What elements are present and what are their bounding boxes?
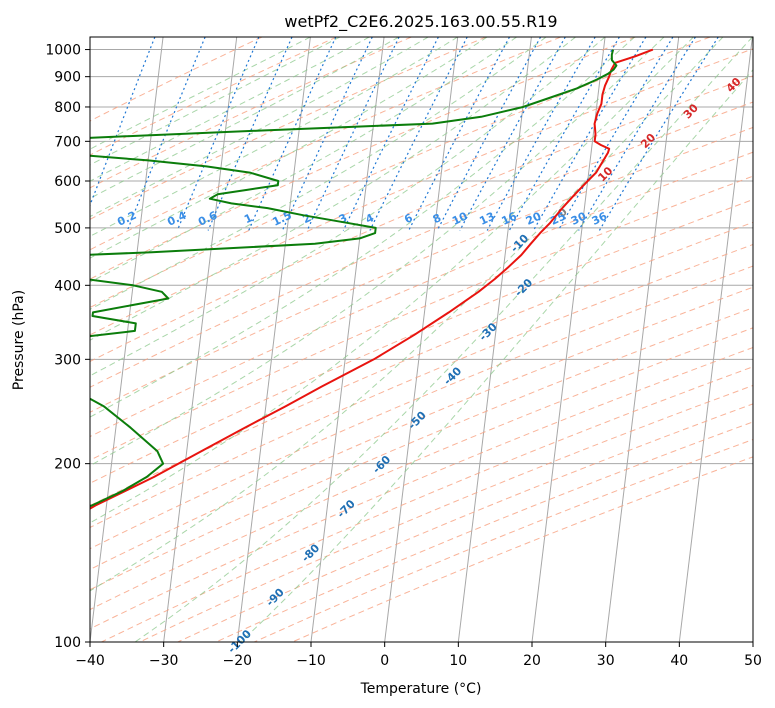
profiles [90, 48, 654, 510]
dry-adiabat-line [90, 37, 561, 251]
x-tick-label: −10 [296, 653, 326, 669]
mixing-ratio-line [342, 37, 439, 231]
y-tick-label: 600 [54, 174, 81, 190]
dry-adiabat-line [90, 346, 753, 630]
y-tick-label: 400 [54, 278, 81, 294]
y-tick-label: 100 [54, 635, 81, 651]
moist-adiabat-line [90, 37, 429, 218]
mixing-ratio-label: 10 [450, 209, 470, 227]
mixing-ratio-line [486, 37, 596, 231]
dry-adiabat-line [139, 384, 753, 642]
isotherm-line [384, 37, 459, 642]
y-tick-label: 500 [54, 221, 81, 237]
mixing-ratio-label: 36 [590, 209, 610, 227]
mixing-ratio-label: 25 [548, 210, 567, 228]
x-tick-label: 20 [523, 653, 541, 669]
temperature-profile-line [90, 48, 654, 510]
chart-title: wetPf2_C2E6.2025.163.00.55.R19 [284, 12, 557, 32]
x-tick-label: 50 [744, 653, 762, 669]
isotherm-line [605, 37, 680, 642]
dry-adiabat-line [90, 286, 753, 571]
x-tick-label: −20 [223, 653, 253, 669]
mixing-ratio-line [369, 37, 468, 231]
dry-adiabat-line [90, 37, 487, 220]
moist-adiabat-line [90, 37, 665, 467]
moist-adiabat-line [90, 37, 488, 259]
moist-adiabat-line [90, 37, 694, 524]
moist-adiabat-line [240, 69, 753, 642]
dewpoint-profile-line [90, 49, 618, 508]
dry-adiabat-line [90, 175, 753, 461]
x-tick-label: 10 [449, 653, 467, 669]
mixing-ratio-label: 16 [500, 209, 520, 227]
dry-adiabat-line [90, 75, 753, 363]
isotherm-line [90, 37, 164, 642]
mixing-ratio-line [408, 37, 511, 231]
x-tick-label: 0 [380, 653, 389, 669]
y-tick-label: 700 [54, 134, 81, 150]
mixing-ratio-line [176, 37, 260, 231]
mixing-ratio-line [532, 37, 647, 231]
mixing-ratio-line [459, 37, 566, 231]
mixing-ratio-label: 20 [524, 209, 544, 227]
y-tick-label: 900 [54, 70, 81, 86]
background-lines [90, 37, 753, 642]
moist-adiabat-line [134, 37, 753, 642]
dry-adiabat-line [90, 37, 636, 280]
isotherm-line [678, 37, 753, 642]
x-tick-label: −30 [149, 653, 179, 669]
x-axis-title: Temperature (°C) [360, 681, 482, 697]
mixing-ratio-label: 13 [477, 210, 496, 228]
isotherm-line [236, 37, 311, 642]
y-tick-label: 800 [54, 100, 81, 116]
mixing-ratio-line [281, 37, 373, 231]
moist-adiabat-line [90, 37, 724, 592]
mixing-ratio-line [598, 37, 719, 231]
moist-adiabat-line [90, 37, 547, 310]
dry-adiabat-line [90, 221, 753, 507]
mixing-ratio-line [126, 37, 206, 231]
dry-adiabat-line [90, 37, 337, 156]
y-tick-label: 300 [54, 352, 81, 368]
isotherm-line [163, 37, 238, 642]
mixing-ratio-label: 30 [569, 209, 589, 227]
x-tick-label: 40 [670, 653, 688, 669]
x-tick-label: 30 [597, 653, 615, 669]
mixing-ratio-line [207, 37, 293, 231]
moist-adiabat-line [90, 37, 635, 418]
mixing-ratio-line [248, 37, 337, 231]
mixing-ratio-line [508, 37, 620, 231]
moist-adiabat-line [90, 37, 606, 377]
plot-frame [89, 36, 754, 643]
y-axis-title: Pressure (hPa) [11, 290, 27, 390]
axes: −40 −30 −20 −10 0 10 20 30 40 50 100 200 300 400 500 60… [45, 43, 762, 669]
x-tick-label: −40 [75, 653, 105, 669]
y-tick-label: 1000 [45, 43, 81, 59]
mixing-ratio-line [306, 37, 400, 231]
moist-adiabat-line [90, 37, 458, 237]
mixing-ratio-line [90, 37, 156, 208]
y-tick-label: 200 [54, 457, 81, 473]
moist-adiabat-line [90, 37, 517, 283]
dry-adiabat-line [90, 101, 753, 388]
dry-adiabat-line [90, 126, 753, 413]
